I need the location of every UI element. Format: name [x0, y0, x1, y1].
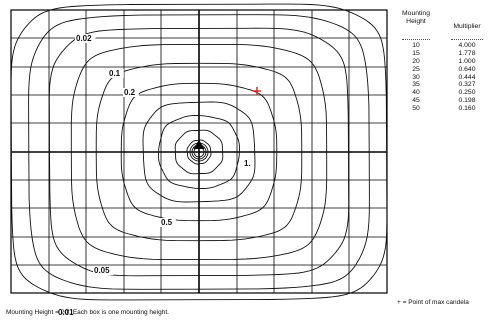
contour-label-bg	[108, 69, 124, 78]
contour-line	[95, 62, 303, 242]
contour-label: 0.02	[76, 34, 92, 43]
legend-height: 45	[412, 97, 420, 105]
legend-height: 50	[412, 105, 420, 113]
contour-label-bg	[123, 88, 139, 97]
contour-label-bg	[243, 159, 255, 168]
contour-label-bg	[75, 34, 96, 43]
legend-height: 15	[412, 49, 420, 57]
contour-line	[142, 101, 256, 203]
contour-label: 0.1	[109, 69, 121, 78]
legend-rows: 10 4.000 15 1.778 20 1.000 25 0.640 30 0.444 35 0.3…	[393, 42, 488, 113]
contour-labels: 0.02 0.1 0.2 1. 0.5 0.05 0.01	[57, 34, 255, 317]
legend-multiplier: 0.327	[458, 81, 476, 89]
legend-row: 10 4.000	[393, 42, 488, 50]
legend-multiplier: 0.160	[458, 105, 476, 113]
legend-height: 10	[412, 42, 420, 49]
contour-label-bg	[93, 266, 114, 275]
contour-line	[10, 3, 388, 301]
contour-label: 0.05	[94, 266, 110, 275]
legend-multiplier: 0.444	[458, 73, 476, 81]
arrow-up-icon	[193, 140, 205, 149]
contour-label: 1.	[244, 159, 251, 168]
legend-multiplier: 4.000	[458, 42, 476, 49]
contour-line	[70, 43, 328, 261]
plus-marker-icon	[253, 87, 261, 95]
contour-line	[48, 27, 350, 277]
legend-row: 15 1.778	[393, 50, 488, 58]
legend-multiplier: 0.198	[458, 97, 476, 105]
legend-row: 25 0.640	[393, 66, 488, 74]
legend-multiplier: 1.778	[458, 49, 476, 57]
contour-line	[28, 14, 370, 290]
contour-label: 0.2	[124, 88, 136, 97]
legend-height: 25	[412, 65, 420, 73]
contour-label-bg	[57, 308, 78, 317]
legend-row: 50 0.160	[393, 105, 488, 113]
max-candela-note: + = Point of max candela	[397, 299, 469, 306]
contour-line	[120, 82, 278, 222]
legend-multiplier: 0.640	[458, 65, 476, 73]
contour-label-bg	[160, 218, 176, 227]
mounting-height-caption: Mounting Height = 20'. Each box is one m…	[6, 309, 169, 316]
contour-label: 0.01	[58, 308, 74, 317]
contour-line	[158, 115, 240, 189]
isofootcandle-contours	[10, 3, 388, 301]
legend-multiplier: 0.250	[458, 89, 476, 97]
mounting-height-header: Mounting Height	[402, 10, 430, 25]
legend-row: 45 0.198	[393, 97, 488, 105]
legend-height: 40	[412, 89, 420, 97]
legend-row: 35 0.327	[393, 81, 488, 89]
header-rule	[451, 39, 483, 40]
legend-height: 35	[412, 81, 420, 89]
legend-height: 30	[412, 73, 420, 81]
legend-row: 40 0.250	[393, 89, 488, 97]
legend-row: 20 1.000	[393, 58, 488, 66]
contour-line	[189, 142, 209, 162]
multiplier-header: Multiplier	[453, 23, 481, 30]
header-rule	[402, 39, 430, 40]
legend-multiplier: 1.000	[458, 57, 476, 65]
contour-line	[186, 139, 212, 165]
contour-line	[174, 129, 224, 175]
legend-height: 20	[412, 57, 420, 65]
contour-label: 0.5	[161, 218, 173, 227]
legend-row: 30 0.444	[393, 74, 488, 82]
